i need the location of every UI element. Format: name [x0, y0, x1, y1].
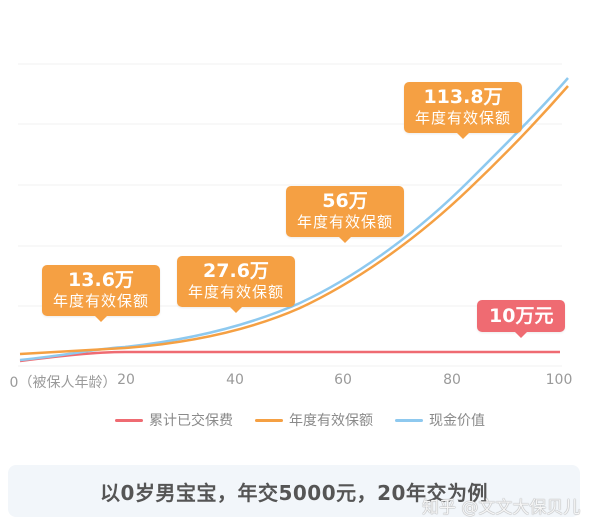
caption-box: 以0岁男宝宝，年交5000元，20年交为例 [8, 465, 580, 517]
legend-label: 年度有效保额 [289, 413, 373, 429]
annotation-label: 年度有效保额 [52, 292, 149, 310]
legend-swatch-blue [395, 418, 423, 422]
series-coverage-line [19, 85, 569, 356]
annotation-value: 13.6万 [68, 269, 134, 291]
x-tick-40: 40 [226, 372, 244, 388]
annotation-56: 56万 年度有效保额 [286, 186, 404, 243]
annotation-label: 年度有效保额 [187, 283, 284, 301]
annotation-27-6: 27.6万 年度有效保额 [177, 256, 295, 313]
legend-swatch-red [115, 418, 143, 422]
x-tick-0: 0（被保人年龄） [9, 375, 117, 391]
annotation-value: 56万 [322, 190, 368, 212]
annotation-value: 27.6万 [203, 260, 269, 282]
annotation-label: 年度有效保额 [296, 213, 393, 231]
legend-label: 累计已交保费 [149, 413, 233, 429]
annotation-13-6: 13.6万 年度有效保额 [42, 265, 160, 322]
x-tick-80: 80 [443, 372, 461, 388]
annotation-value: 113.8万 [423, 86, 503, 108]
annotation-label: 年度有效保额 [414, 109, 511, 127]
annotation-value: 10万元 [489, 305, 554, 327]
legend-label: 现金价值 [429, 413, 485, 429]
x-tick-100: 100 [545, 372, 573, 388]
x-tick-60: 60 [334, 372, 352, 388]
series-premium-line [19, 350, 560, 363]
x-tick-20: 20 [117, 372, 135, 388]
chart-legend: 累计已交保费 年度有效保额 现金价值 [0, 410, 600, 430]
annotation-10-premium: 10万元 [477, 300, 566, 338]
annotation-113-8: 113.8万 年度有效保额 [404, 82, 522, 139]
watermark: 知乎 @文文大保贝儿 [422, 498, 581, 518]
caption-text: 以0岁男宝宝，年交5000元，20年交为例 [100, 480, 488, 505]
legend-item-coverage[interactable]: 年度有效保额 [255, 410, 373, 430]
legend-item-cash-value[interactable]: 现金价值 [395, 410, 485, 430]
legend-swatch-orange [255, 418, 283, 422]
legend-item-premium[interactable]: 累计已交保费 [115, 410, 233, 430]
